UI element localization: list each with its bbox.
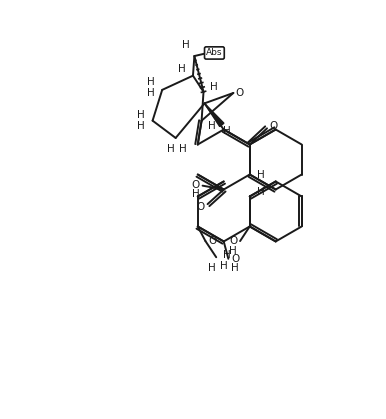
Text: O: O [229, 236, 237, 246]
Text: O: O [208, 236, 217, 246]
Text: H: H [147, 77, 154, 87]
Text: Abs: Abs [206, 49, 223, 57]
Text: H: H [137, 110, 145, 120]
Text: H: H [179, 144, 187, 154]
Text: H: H [223, 250, 231, 260]
Text: H: H [257, 187, 264, 197]
Text: O: O [191, 179, 200, 189]
Text: H: H [137, 122, 145, 132]
Text: H: H [182, 40, 190, 50]
Text: O: O [269, 121, 278, 131]
Text: O: O [196, 202, 205, 212]
Text: H: H [210, 82, 218, 92]
Text: O: O [235, 88, 243, 98]
Text: H: H [167, 144, 175, 154]
Text: H: H [208, 122, 216, 132]
Text: H: H [257, 170, 265, 179]
Polygon shape [205, 103, 224, 127]
Text: H: H [208, 263, 215, 273]
Text: H: H [231, 264, 239, 273]
Text: H: H [192, 189, 200, 199]
Text: O: O [231, 254, 239, 264]
Text: H: H [178, 64, 186, 74]
Text: H: H [229, 246, 237, 256]
Text: H: H [220, 261, 228, 271]
Text: H: H [223, 127, 231, 137]
Text: H: H [147, 88, 154, 98]
